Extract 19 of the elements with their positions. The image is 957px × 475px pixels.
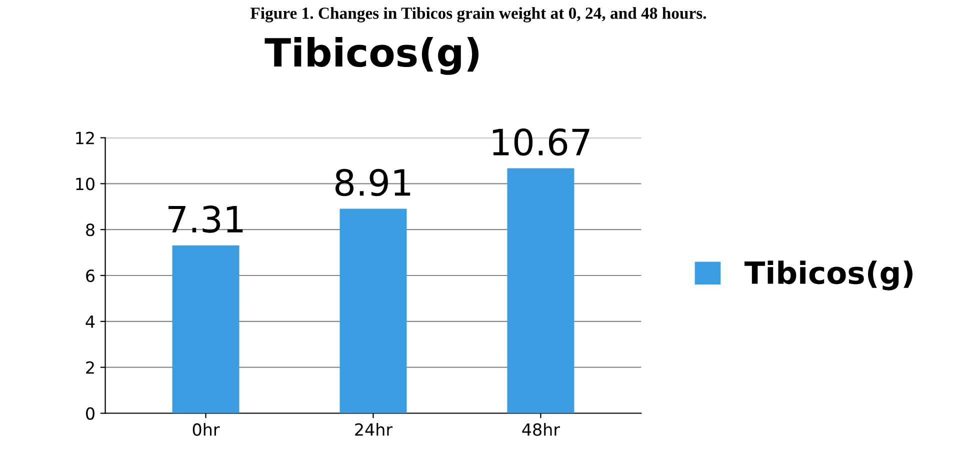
y-tick-label: 0 — [86, 407, 94, 420]
y-tick-label: 6 — [86, 269, 94, 282]
y-tick-label: 10 — [76, 178, 94, 190]
x-tick-label: 24hr — [355, 422, 393, 436]
legend-label: Tibicos(g) — [744, 260, 913, 290]
x-tick-label: 48hr — [522, 422, 560, 436]
y-tick-label: 2 — [86, 361, 94, 374]
y-tick-label: 8 — [86, 224, 94, 236]
bar — [507, 168, 574, 414]
bar — [340, 208, 407, 414]
y-tick-label: 12 — [76, 132, 94, 144]
data-label: 10.67 — [492, 128, 590, 156]
data-label: 7.31 — [168, 206, 243, 233]
bar — [172, 245, 240, 414]
caption: Figure 1. Changes in Tibicos grain weight at 0, 24, and 48 hours. — [250, 7, 706, 22]
chart-title: Tibicos(g) — [264, 36, 479, 75]
data-label: 8.91 — [335, 168, 410, 196]
y-tick-label: 4 — [86, 316, 95, 328]
x-tick-label: 0hr — [192, 422, 220, 436]
